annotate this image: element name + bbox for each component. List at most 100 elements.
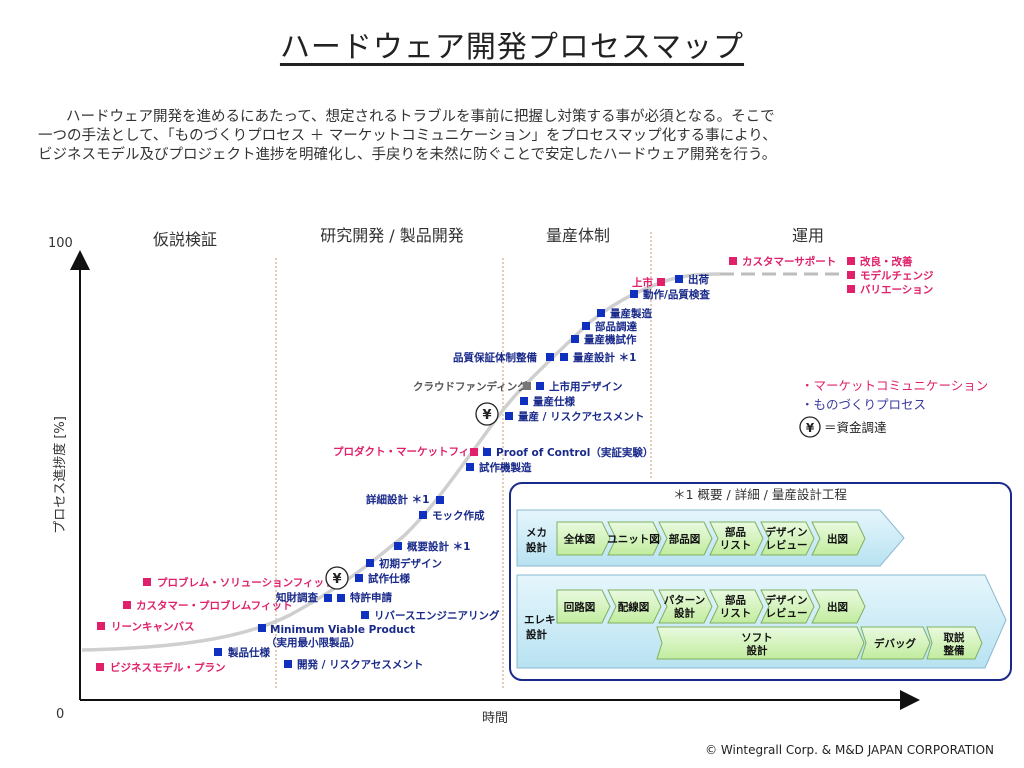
step-customer-support: カスタマーサポート bbox=[729, 255, 836, 268]
step-patent: 特許申請 bbox=[337, 591, 392, 604]
step-customer-problem-fit: カスタマー・プロブレムフィット bbox=[123, 599, 292, 612]
svg-text:上市: 上市 bbox=[632, 276, 653, 289]
copyright: © Wintegrall Corp. & M&D JAPAN CORPORATI… bbox=[705, 743, 994, 757]
svg-text:¥: ¥ bbox=[332, 572, 341, 587]
svg-text:出荷: 出荷 bbox=[688, 273, 709, 286]
svg-text:カスタマー・プロブレムフィット: カスタマー・プロブレムフィット bbox=[136, 599, 292, 612]
svg-text:回路図: 回路図 bbox=[564, 601, 596, 614]
step-shipping: 出荷 bbox=[675, 273, 709, 286]
intro-line-3: ビジネスモデル及びプロジェクト進捗を明確化し、手戻りを未然に防ぐことで安定したハ… bbox=[38, 147, 777, 163]
svg-text:モデルチェンジ: モデルチェンジ bbox=[860, 269, 934, 282]
step-parts-procure: 部品調達 bbox=[582, 320, 637, 333]
svg-text:設計: 設計 bbox=[747, 644, 768, 657]
svg-text:初期デザイン: 初期デザイン bbox=[379, 557, 442, 570]
svg-text:詳細設計 ＊1: 詳細設計 ＊1 bbox=[366, 493, 429, 506]
step-mass-spec: 量産仕様 bbox=[520, 395, 575, 408]
step-improvement: 改良・改善 bbox=[847, 255, 913, 268]
svg-text:Minimum Viable Product: Minimum Viable Product bbox=[270, 624, 415, 636]
step-product-spec: 製品仕様 bbox=[214, 646, 270, 659]
step-detail-design: 詳細設計 ＊1 bbox=[366, 493, 444, 506]
svg-text:取説: 取説 bbox=[944, 631, 965, 644]
svg-text:リバースエンジニアリング: リバースエンジニアリング bbox=[374, 609, 500, 622]
legend: ・マーケットコミュニケーション ・ものづくりプロセス ¥ ＝資金調達 bbox=[799, 378, 988, 438]
yen-icon: ¥ bbox=[475, 402, 499, 426]
svg-text:デザイン: デザイン bbox=[766, 526, 808, 539]
elec-step: 回路図 bbox=[556, 589, 611, 624]
svg-text:製品仕様: 製品仕様 bbox=[227, 646, 270, 659]
svg-text:ソフト: ソフト bbox=[741, 632, 773, 644]
svg-text:出図: 出図 bbox=[827, 533, 848, 546]
phase-hypothesis: 仮説検証 bbox=[153, 230, 217, 249]
step-initial-design: 初期デザイン bbox=[366, 557, 442, 570]
mecha-step: 全体図 bbox=[556, 521, 611, 556]
svg-text:量産設計 ＊1: 量産設計 ＊1 bbox=[573, 351, 636, 364]
x-axis-label: 時間 bbox=[482, 711, 508, 726]
elec-step: 配線図 bbox=[607, 589, 662, 624]
step-model-change: モデルチェンジ bbox=[847, 269, 934, 282]
step-variation: バリエーション bbox=[847, 284, 933, 296]
step-launch-design: 上市用デザイン bbox=[536, 380, 623, 393]
phase-mass-production: 量産体制 bbox=[546, 226, 610, 245]
svg-text:部品: 部品 bbox=[725, 594, 746, 607]
svg-text:部品調達: 部品調達 bbox=[595, 320, 637, 333]
step-outline-design: 概要設計 ＊1 bbox=[394, 540, 470, 553]
svg-text:ユニット図: ユニット図 bbox=[607, 534, 660, 546]
step-mock: モック作成 bbox=[419, 509, 485, 522]
intro-text: ハードウェア開発を進めるにあたって、想定されるトラブルを事前に把握し対策する事が… bbox=[38, 108, 998, 165]
svg-text:動作/品質検査: 動作/品質検査 bbox=[643, 288, 710, 301]
svg-text:モック作成: モック作成 bbox=[432, 509, 485, 522]
svg-text:（実用最小限製品）: （実用最小限製品） bbox=[266, 636, 361, 649]
debug-chevron: デバッグ bbox=[860, 626, 931, 660]
svg-text:出図: 出図 bbox=[827, 601, 848, 614]
svg-text:クラウドファンディング: クラウドファンディング bbox=[413, 380, 528, 393]
svg-text:部品: 部品 bbox=[725, 526, 746, 539]
step-prototype-spec: 試作仕様 bbox=[355, 572, 410, 585]
svg-text:プロダクト・マーケットフィット: プロダクト・マーケットフィット bbox=[333, 445, 490, 458]
svg-text:整備: 整備 bbox=[943, 644, 965, 657]
svg-text:試作仕様: 試作仕様 bbox=[368, 572, 410, 585]
svg-text:リスト: リスト bbox=[720, 540, 752, 552]
y-axis-min: 0 bbox=[56, 707, 64, 722]
mecha-label-1: メカ bbox=[526, 527, 547, 539]
svg-text:品質保証体制整備: 品質保証体制整備 bbox=[453, 351, 537, 364]
step-reverse-engineering: リバースエンジニアリング bbox=[361, 609, 500, 622]
step-mass-design: 量産設計 ＊1 bbox=[560, 351, 636, 364]
svg-text:量産機試作: 量産機試作 bbox=[584, 333, 637, 346]
svg-text:知財調査: 知財調査 bbox=[276, 591, 318, 604]
svg-text:全体図: 全体図 bbox=[563, 533, 596, 546]
yen-icon: ¥ bbox=[325, 566, 349, 590]
step-business-model: ビジネスモデル・プラン bbox=[96, 661, 226, 674]
svg-text:¥: ¥ bbox=[806, 421, 815, 435]
step-proof-of-control: Proof of Control（実証実験） bbox=[483, 446, 653, 459]
svg-text:開発 / リスクアセスメント: 開発 / リスクアセスメント bbox=[297, 658, 423, 671]
step-launch: 上市 bbox=[632, 276, 665, 289]
design-process-box: ＊1 概要 / 詳細 / 量産設計工程 メカ 設計 エレキ 設計 全体図 ユニット… bbox=[509, 482, 1012, 681]
intro-line-1: ハードウェア開発を進めるにあたって、想定されるトラブルを事前に把握し対策する事が… bbox=[66, 109, 775, 125]
svg-text:レビュー: レビュー bbox=[766, 607, 808, 620]
elec-label-2: 設計 bbox=[526, 628, 547, 641]
step-lean-canvas: リーンキャンバス bbox=[97, 621, 194, 633]
svg-text:デザイン: デザイン bbox=[766, 594, 808, 607]
step-mass-risk: 量産 / リスクアセスメント bbox=[505, 410, 644, 423]
soft-chevron: ソフト 設計 bbox=[656, 626, 865, 660]
y-axis-label: プロセス進捗度 [%] bbox=[52, 416, 68, 534]
phase-dividers bbox=[275, 232, 652, 690]
svg-text:レビュー: レビュー bbox=[766, 539, 808, 552]
step-ip-research: 知財調査 bbox=[276, 591, 332, 604]
page-title: ハードウェア開発プロセスマップ bbox=[279, 30, 745, 65]
svg-text:デバッグ: デバッグ bbox=[874, 637, 916, 650]
mecha-step: 出図 bbox=[811, 521, 866, 556]
svg-text:上市用デザイン: 上市用デザイン bbox=[549, 380, 623, 393]
svg-text:概要設計 ＊1: 概要設計 ＊1 bbox=[407, 540, 470, 553]
mecha-label-2: 設計 bbox=[526, 541, 547, 554]
legend-yen-icon: ¥ bbox=[799, 416, 821, 438]
svg-text:¥: ¥ bbox=[482, 408, 491, 423]
svg-text:量産仕様: 量産仕様 bbox=[533, 395, 575, 408]
svg-text:部品図: 部品図 bbox=[669, 533, 701, 546]
